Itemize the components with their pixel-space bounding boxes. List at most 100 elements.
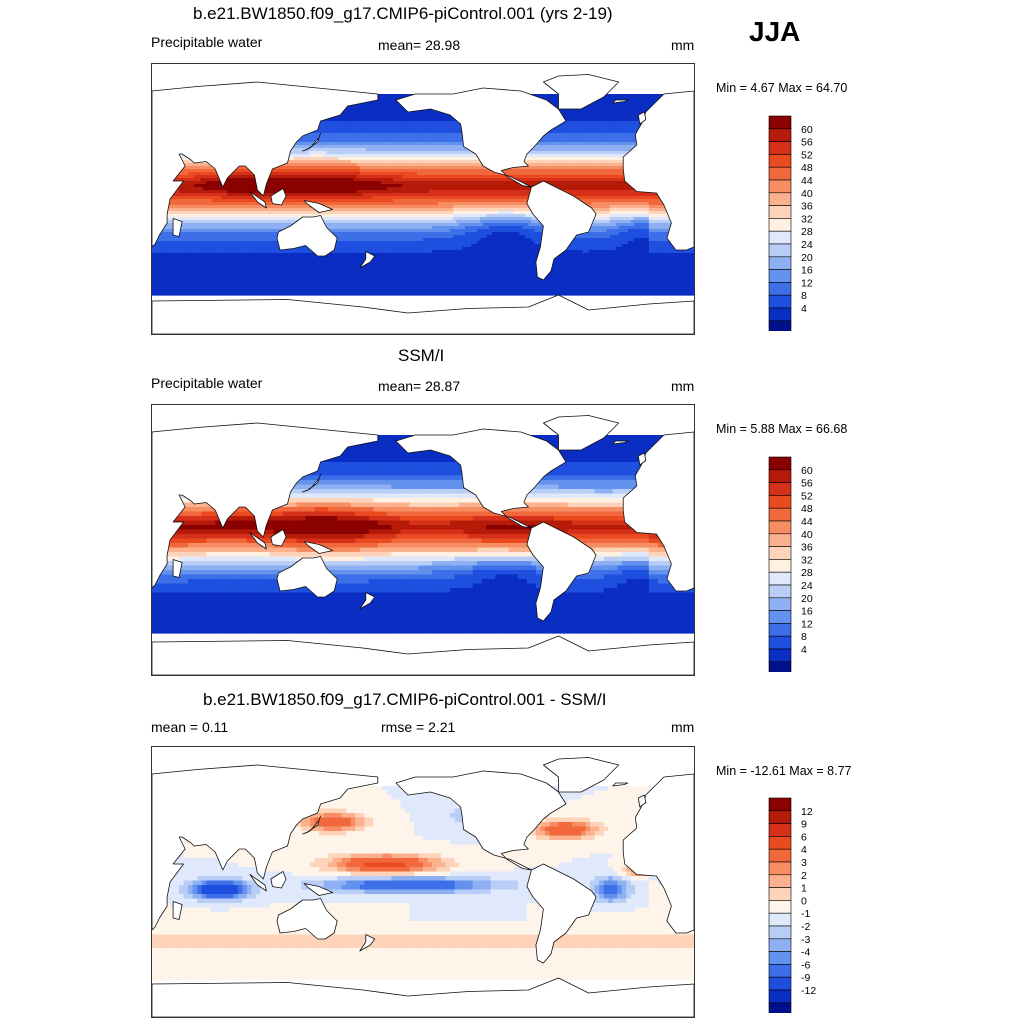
colorbar-swatch bbox=[768, 218, 792, 232]
panel2-mean-label: mean= 28.87 bbox=[378, 378, 460, 394]
colorbar-swatch bbox=[768, 115, 792, 130]
colorbar-tick-label: 28 bbox=[801, 226, 813, 238]
panel2-colorbar: 60 56 52 48 44 40 36 32 28 24 20 16 12 8 4 bbox=[768, 456, 828, 677]
panel1-variable-label: Precipitable water bbox=[151, 34, 262, 50]
colorbar-tick-label: 56 bbox=[801, 137, 813, 149]
colorbar-swatch bbox=[768, 661, 792, 675]
colorbar-tick-label: 16 bbox=[801, 265, 813, 277]
colorbar-swatch bbox=[768, 230, 792, 245]
colorbar-swatch bbox=[768, 836, 792, 850]
colorbar-tick-label: 8 bbox=[801, 290, 807, 302]
colorbar-tick-label: 0 bbox=[801, 895, 807, 907]
coastline-layer bbox=[152, 415, 694, 675]
colorbar-swatch bbox=[768, 507, 792, 522]
colorbar-tick-label: 12 bbox=[801, 277, 813, 289]
colorbar-tick-label: 36 bbox=[801, 201, 813, 213]
colorbar-tick-label: 40 bbox=[801, 529, 813, 541]
colorbar-tick-label: -9 bbox=[801, 972, 810, 984]
colorbar-swatch bbox=[768, 320, 792, 334]
colorbar-swatch bbox=[768, 307, 792, 322]
panel1-title: b.e21.BW1850.f09_g17.CMIP6-piControl.001… bbox=[193, 4, 613, 24]
panel3-colorbar: 12 9 6 4 3 2 1 0 -1 -2 -3 -4 -6 -9 -12 bbox=[768, 797, 828, 1018]
colorbar-tick-label: 1 bbox=[801, 883, 807, 895]
colorbar-swatch bbox=[768, 294, 792, 309]
panel1-map bbox=[151, 63, 695, 335]
colorbar-swatch bbox=[768, 648, 792, 663]
colorbar-tick-label: 12 bbox=[801, 806, 813, 818]
colorbar-swatch bbox=[768, 964, 792, 978]
panel2-title: SSM/I bbox=[398, 346, 444, 366]
colorbar-tick-label: 4 bbox=[801, 844, 807, 856]
colorbar-tick-label: 2 bbox=[801, 870, 807, 882]
colorbar-tick-label: 36 bbox=[801, 542, 813, 554]
colorbar-swatch bbox=[768, 166, 792, 181]
colorbar-swatch bbox=[768, 976, 792, 991]
colorbar-tick-label: 60 bbox=[801, 124, 813, 136]
colorbar-swatch bbox=[768, 205, 792, 219]
colorbar-swatch bbox=[768, 900, 792, 914]
colorbar-tick-label: 3 bbox=[801, 857, 807, 869]
panel2-map bbox=[151, 404, 695, 676]
colorbar-tick-label: 4 bbox=[801, 303, 807, 315]
colorbar-tick-label: 16 bbox=[801, 606, 813, 618]
colorbar-swatch bbox=[768, 192, 792, 206]
colorbar-swatch bbox=[768, 495, 792, 509]
colorbar-swatch bbox=[768, 546, 792, 560]
coastline-layer bbox=[152, 74, 694, 334]
colorbar-tick-label: 6 bbox=[801, 831, 807, 843]
colorbar-swatch bbox=[768, 141, 792, 155]
panel3-title: b.e21.BW1850.f09_g17.CMIP6-piControl.001… bbox=[203, 690, 607, 710]
colorbar-swatch bbox=[768, 533, 792, 547]
colorbar-swatch bbox=[768, 597, 792, 611]
colorbar-tick-label: 60 bbox=[801, 465, 813, 477]
panel2-minmax-label: Min = 5.88 Max = 66.68 bbox=[716, 422, 847, 436]
colorbar-swatch bbox=[768, 559, 792, 573]
colorbar-swatch bbox=[768, 874, 792, 888]
colorbar-swatch bbox=[768, 951, 792, 965]
colorbar-tick-label: 56 bbox=[801, 478, 813, 490]
colorbar-swatch bbox=[768, 989, 792, 1004]
colorbar-swatch bbox=[768, 1002, 792, 1016]
colorbar-tick-label: 9 bbox=[801, 819, 807, 831]
colorbar-tick-label: -3 bbox=[801, 934, 810, 946]
colorbar-tick-label: 44 bbox=[801, 175, 813, 187]
colorbar-tick-label: 32 bbox=[801, 213, 813, 225]
colorbar-swatch bbox=[768, 179, 792, 194]
colorbar-tick-label: 32 bbox=[801, 554, 813, 566]
colorbar-tick-label: 48 bbox=[801, 162, 813, 174]
colorbar-swatch bbox=[768, 938, 792, 952]
panel3-minmax-label: Min = -12.61 Max = 8.77 bbox=[716, 764, 852, 778]
coastline-layer bbox=[152, 757, 694, 1017]
colorbar-tick-label: -6 bbox=[801, 959, 810, 971]
colorbar-tick-label: 4 bbox=[801, 644, 807, 656]
colorbar-swatch bbox=[768, 154, 792, 168]
panel3-units-label: mm bbox=[671, 719, 694, 735]
colorbar-swatch bbox=[768, 848, 792, 863]
colorbar-tick-label: 48 bbox=[801, 503, 813, 515]
colorbar-tick-label: 24 bbox=[801, 239, 813, 251]
colorbar-swatch bbox=[768, 256, 792, 270]
colorbar-tick-label: 20 bbox=[801, 593, 813, 605]
colorbar-swatch bbox=[768, 610, 792, 624]
colorbar-swatch bbox=[768, 520, 792, 535]
colorbar-swatch bbox=[768, 282, 792, 296]
colorbar-swatch bbox=[768, 797, 792, 812]
colorbar-tick-label: -4 bbox=[801, 947, 810, 959]
season-label: JJA bbox=[749, 16, 800, 48]
colorbar-swatch bbox=[768, 823, 792, 837]
colorbar-swatch bbox=[768, 925, 792, 940]
colorbar-swatch bbox=[768, 469, 792, 483]
panel1-units-label: mm bbox=[671, 37, 694, 53]
colorbar-swatch bbox=[768, 810, 792, 824]
colorbar-swatch bbox=[768, 482, 792, 496]
colorbar-tick-label: -1 bbox=[801, 908, 810, 920]
colorbar-tick-label: 52 bbox=[801, 149, 813, 161]
colorbar-swatch bbox=[768, 635, 792, 650]
panel3-mean-label: mean = 0.11 bbox=[151, 719, 228, 735]
colorbar-swatch bbox=[768, 456, 792, 471]
colorbar-tick-label: 28 bbox=[801, 567, 813, 579]
colorbar-tick-label: -2 bbox=[801, 921, 810, 933]
colorbar-swatch bbox=[768, 128, 792, 142]
colorbar-swatch bbox=[768, 623, 792, 637]
panel3-rmse-label: rmse = 2.21 bbox=[381, 719, 455, 735]
